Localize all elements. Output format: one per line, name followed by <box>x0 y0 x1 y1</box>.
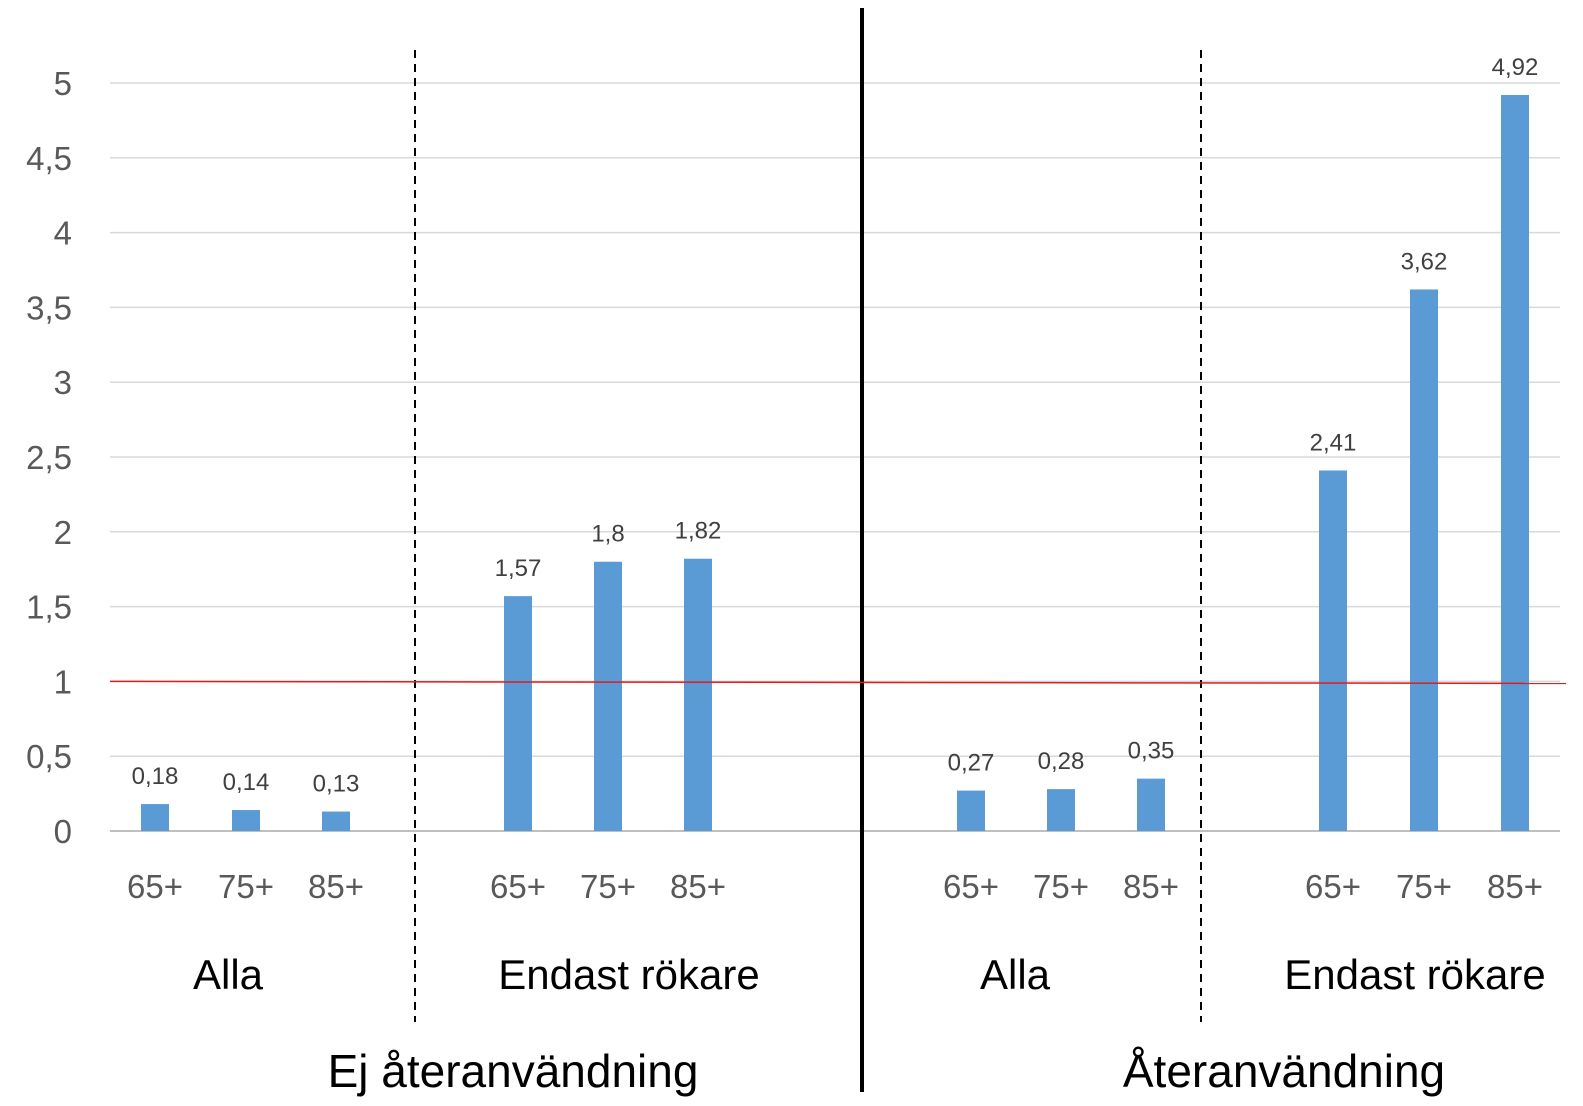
category-label: 75+ <box>1033 868 1089 905</box>
group-label: Endast rökare <box>498 951 759 998</box>
category-label: 65+ <box>490 868 546 905</box>
data-label: 0,18 <box>132 763 179 790</box>
data-label: 0,14 <box>223 769 270 796</box>
y-tick-label: 1,5 <box>26 589 72 626</box>
bar <box>1137 778 1165 831</box>
y-tick-label: 3 <box>54 364 72 401</box>
group-label: Alla <box>193 951 264 998</box>
y-tick-label: 4,5 <box>26 140 72 177</box>
category-label: 65+ <box>1305 868 1361 905</box>
y-tick-label: 1 <box>54 663 72 700</box>
bar <box>594 561 622 831</box>
bar <box>232 810 260 831</box>
data-label: 3,62 <box>1401 248 1448 275</box>
category-label: 85+ <box>670 868 726 905</box>
y-tick-label: 2 <box>54 514 72 551</box>
data-label: 1,57 <box>495 555 542 582</box>
bar <box>1319 470 1347 831</box>
data-label: 0,28 <box>1038 748 1085 775</box>
data-label: 2,41 <box>1310 429 1357 456</box>
category-label: 85+ <box>308 868 364 905</box>
category-label: 75+ <box>1396 868 1452 905</box>
bar <box>504 596 532 831</box>
group-label: Alla <box>980 951 1051 998</box>
bar <box>141 804 169 831</box>
dividers <box>414 8 1202 1092</box>
y-tick-label: 2,5 <box>26 439 72 476</box>
bar <box>322 811 350 831</box>
group-label: Endast rökare <box>1284 951 1545 998</box>
y-tick-label: 4 <box>54 215 72 252</box>
category-label: 85+ <box>1487 868 1543 905</box>
y-axis: 0 0,5 1 1,5 2 2,5 3 3,5 4 4,5 5 <box>26 65 72 850</box>
y-tick-label: 5 <box>54 65 72 102</box>
y-tick-label: 0 <box>54 813 72 850</box>
reference-line-layer <box>109 680 1567 685</box>
data-label: 0,13 <box>313 771 360 798</box>
y-tick-label: 0,5 <box>26 738 72 775</box>
data-label: 1,82 <box>675 518 722 545</box>
bar <box>1047 789 1075 831</box>
category-label: 75+ <box>580 868 636 905</box>
data-label: 4,92 <box>1492 54 1539 81</box>
data-label: 0,35 <box>1128 738 1175 765</box>
bar <box>684 558 712 831</box>
section-label: Ej återanvändning <box>328 1045 699 1097</box>
section-label: Återanvändning <box>1123 1045 1445 1097</box>
category-label: 85+ <box>1123 868 1179 905</box>
category-label: 65+ <box>127 868 183 905</box>
reference-line <box>109 680 1567 685</box>
y-tick-label: 3,5 <box>26 289 72 326</box>
bars <box>141 94 1529 831</box>
data-label: 1,8 <box>591 521 624 548</box>
data-label: 0,27 <box>948 750 995 777</box>
category-label: 75+ <box>218 868 274 905</box>
category-label: 65+ <box>943 868 999 905</box>
bar <box>1410 289 1438 831</box>
bar <box>1501 94 1529 831</box>
bar <box>957 790 985 831</box>
labels: 0,18 65+ 0,14 75+ 0,13 85+ Alla 1,57 65+ 1,8 75+ 1,… <box>127 54 1546 1097</box>
